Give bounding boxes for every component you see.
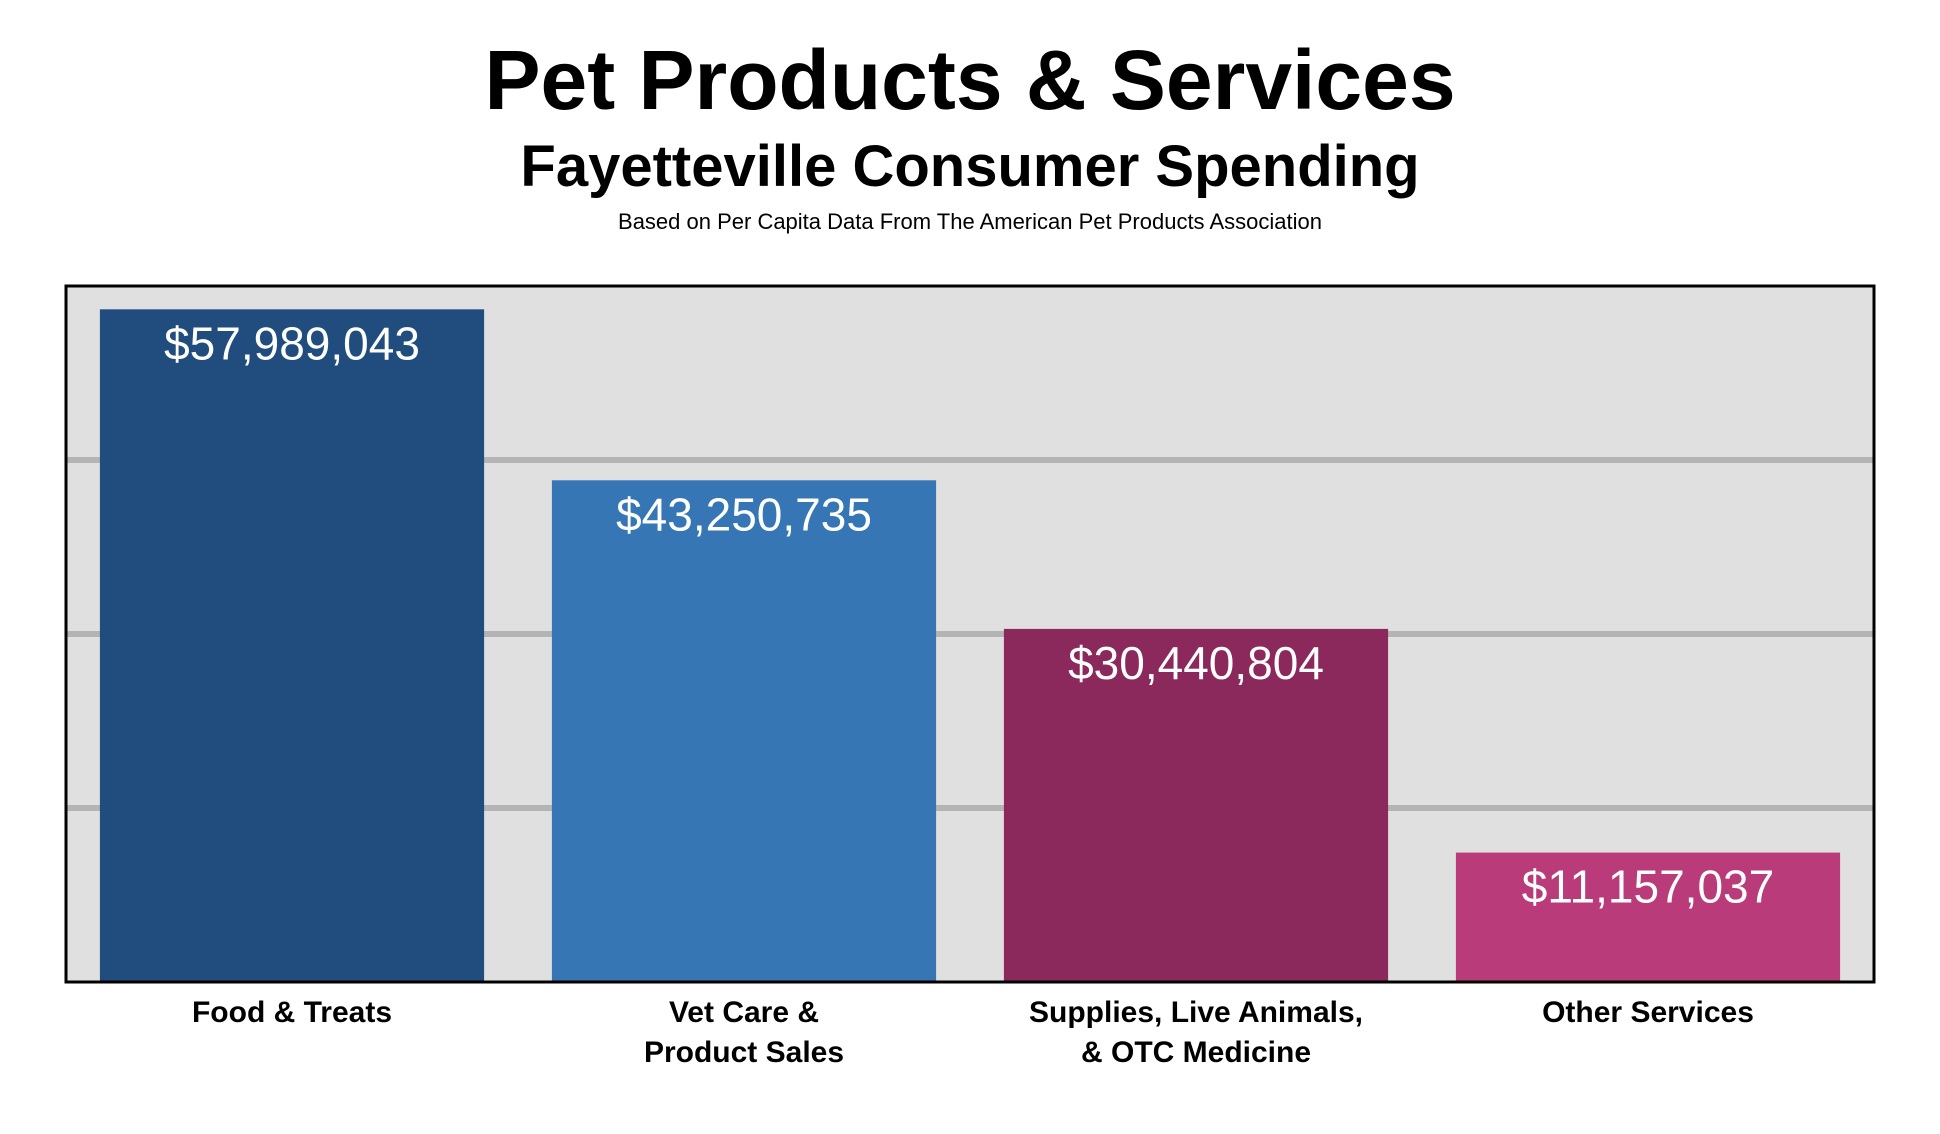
bar-1: [99, 309, 485, 982]
data-label-2: $43,250,735: [616, 488, 872, 540]
chart-source-note: Based on Per Capita Data From The Americ…: [618, 209, 1322, 234]
bars: [99, 309, 1841, 982]
x-tick-label-4: Other Services: [1542, 996, 1754, 1029]
x-axis-tick-labels: Food & Treats Vet Care & Product Sales Supp…: [192, 996, 1754, 1069]
x-tick-label-line: Food & Treats: [192, 996, 392, 1029]
x-tick-label-line: Supplies, Live Animals,: [1029, 996, 1363, 1029]
data-labels: $57,989,043 $43,250,735 $30,440,804 $11,157…: [164, 317, 1774, 912]
chart-subtitle: Fayetteville Consumer Spending: [520, 134, 1420, 199]
x-tick-label-line: Other Services: [1542, 996, 1754, 1029]
x-tick-label-line: Vet Care &: [669, 996, 819, 1029]
bar-2: [551, 480, 937, 982]
x-tick-label-3: Supplies, Live Animals, & OTC Medicine: [1029, 996, 1363, 1069]
x-tick-label-line: Product Sales: [644, 1036, 844, 1069]
data-label-3: $30,440,804: [1068, 637, 1324, 689]
data-label-4: $11,157,037: [1522, 861, 1774, 913]
bar-3: [1003, 628, 1389, 982]
plot-frame: [64, 284, 1876, 984]
bar-4: [1455, 852, 1841, 982]
chart-title: Pet Products & Services: [484, 33, 1456, 127]
x-tick-label-line: & OTC Medicine: [1081, 1036, 1311, 1069]
x-tick-label-1: Food & Treats: [192, 996, 392, 1029]
x-tick-label-2: Vet Care & Product Sales: [644, 996, 844, 1069]
data-label-1: $57,989,043: [164, 317, 420, 369]
